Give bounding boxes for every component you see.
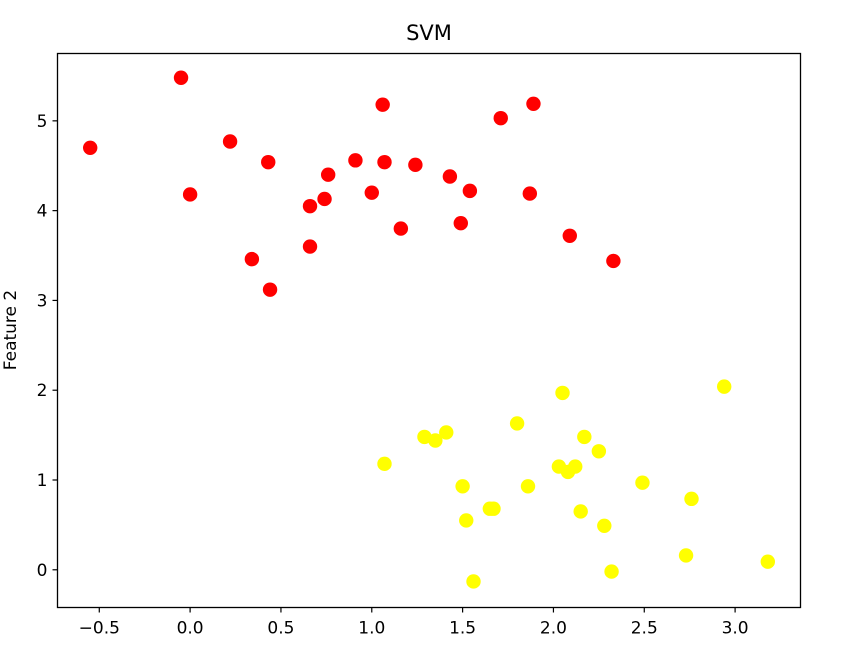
data-point-series-1 <box>393 221 409 236</box>
data-point-series-2 <box>678 548 694 563</box>
data-point-series-2 <box>466 574 481 589</box>
data-point-series-2 <box>577 429 592 445</box>
data-point-series-1 <box>82 140 98 155</box>
y-tick-label: 1 <box>37 471 48 491</box>
x-tick-label: 0.5 <box>267 619 294 639</box>
data-point-series-1 <box>375 97 390 112</box>
data-point-series-1 <box>377 154 392 170</box>
data-point-series-2 <box>428 433 443 448</box>
x-axis: −0.5 0.0 0.5 1.0 1.5 2.0 2.5 3.0 <box>79 607 749 639</box>
y-tick-label: 3 <box>37 291 48 311</box>
y-tick-label: 4 <box>37 202 48 222</box>
data-point-series-1 <box>244 251 260 267</box>
chart-title: SVM <box>406 21 452 45</box>
y-axis: 0 1 2 3 4 5 <box>37 112 58 581</box>
data-point-series-2 <box>684 491 699 507</box>
x-tick-label: −0.5 <box>79 619 120 639</box>
x-tick-label: 1.5 <box>449 619 476 639</box>
data-point-series-2 <box>604 564 619 579</box>
data-point-series-1 <box>302 239 318 254</box>
data-point-series-2 <box>573 504 588 519</box>
data-point-series-1 <box>408 157 423 173</box>
data-point-series-1 <box>317 191 332 207</box>
x-tick-label: 0.0 <box>177 619 204 639</box>
y-tick-label: 0 <box>37 561 48 581</box>
data-point-series-2 <box>486 501 501 516</box>
x-tick-label: 1.0 <box>358 619 385 639</box>
y-tick-label: 5 <box>37 112 48 132</box>
x-tick-label: 3.0 <box>722 619 749 639</box>
data-point-series-2 <box>591 444 607 459</box>
data-point-series-1 <box>348 153 363 168</box>
data-point-series-2 <box>760 554 776 569</box>
data-point-series-2 <box>520 479 536 494</box>
data-point-series-1 <box>173 70 189 85</box>
data-point-series-1 <box>364 185 379 200</box>
data-point-series-2 <box>439 425 454 440</box>
x-tick-label: 2.0 <box>540 619 567 639</box>
data-point-series-1 <box>522 186 538 201</box>
data-point-series-1 <box>562 228 577 243</box>
data-point-series-2 <box>717 379 732 394</box>
data-points <box>82 70 776 589</box>
y-axis-label: Feature 2 <box>1 290 21 370</box>
data-point-series-1 <box>462 183 478 199</box>
data-point-series-1 <box>261 154 276 170</box>
data-point-series-2 <box>597 518 612 533</box>
data-point-series-1 <box>606 253 621 269</box>
data-point-series-1 <box>222 134 238 149</box>
data-point-series-1 <box>526 96 541 111</box>
data-point-series-2 <box>635 475 650 490</box>
y-tick-label: 2 <box>37 381 48 401</box>
data-point-series-1 <box>302 198 318 214</box>
x-tick-label: 2.5 <box>631 619 658 639</box>
data-point-series-2 <box>568 459 583 474</box>
data-point-series-1 <box>262 282 278 297</box>
data-point-series-2 <box>417 429 432 445</box>
data-point-series-2 <box>509 416 525 431</box>
data-point-series-1 <box>182 187 198 202</box>
plot-frame <box>56 52 802 609</box>
data-point-series-2 <box>459 513 474 528</box>
data-point-series-1 <box>320 167 336 182</box>
data-point-series-1 <box>453 216 468 231</box>
data-point-series-1 <box>493 110 508 126</box>
data-point-series-2 <box>377 456 392 472</box>
data-point-series-2 <box>455 479 470 494</box>
data-point-series-2 <box>555 385 570 401</box>
data-point-series-1 <box>442 169 458 184</box>
